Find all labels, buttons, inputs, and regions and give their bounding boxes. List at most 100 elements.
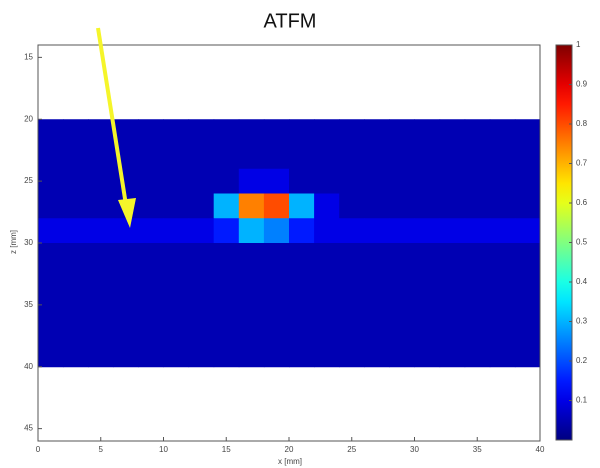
- heatmap-cell: [163, 292, 190, 318]
- heatmap-cell: [439, 317, 466, 343]
- heatmap-cell: [439, 144, 466, 170]
- heatmap-cell: [514, 243, 541, 269]
- heatmap-cell: [263, 119, 290, 145]
- axes: 0 5 10 15 20 25 30 35 40 15 20 25 30 35 40 45: [24, 44, 545, 454]
- heatmap-cell: [489, 193, 516, 219]
- heatmap-cell: [464, 144, 491, 170]
- x-tick-label: 10: [159, 445, 168, 454]
- heatmap-cell: [263, 317, 290, 343]
- heatmap-cell: [163, 243, 190, 269]
- heatmap-cell: [389, 144, 415, 170]
- heatmap-cell: [489, 243, 516, 269]
- heatmap-cell: [88, 119, 114, 145]
- heatmap-cell: [38, 193, 64, 219]
- heatmap-cell: [289, 317, 315, 343]
- heatmap-cell: [213, 292, 240, 318]
- heatmap-cell: [63, 292, 89, 318]
- heatmap-cell: [489, 218, 516, 244]
- heatmap-cell: [213, 168, 240, 194]
- heatmap-cell: [163, 193, 190, 219]
- heatmap-cell: [389, 218, 415, 244]
- heatmap-cell: [439, 119, 466, 145]
- heatmap-cell: [213, 144, 240, 170]
- heatmap-cell: [213, 267, 240, 293]
- x-axis-label: x [mm]: [278, 457, 302, 466]
- heatmap-cell: [188, 317, 215, 343]
- heatmap-cell: [88, 292, 114, 318]
- heatmap-cell: [38, 168, 64, 194]
- heatmap-cell: [339, 317, 365, 343]
- y-tick-label: 40: [24, 362, 33, 371]
- heatmap-cell: [38, 144, 64, 170]
- heatmap-cell: [163, 267, 190, 293]
- heatmap-cell: [364, 168, 390, 194]
- x-tick-label: 30: [410, 445, 419, 454]
- heatmap-cell: [489, 342, 516, 368]
- heatmap-cell: [464, 342, 491, 368]
- heatmap-cell: [464, 267, 491, 293]
- heatmap-cell: [314, 168, 340, 194]
- heatmap-cell: [213, 193, 240, 219]
- heatmap-cell: [289, 168, 315, 194]
- heatmap-cell: [339, 168, 365, 194]
- heatmap-cell: [389, 119, 415, 145]
- heatmap-cell: [314, 317, 340, 343]
- colorbar-tick-label: 0.6: [576, 198, 588, 207]
- heatmap-cell: [138, 243, 164, 269]
- heatmap-cell: [263, 218, 290, 244]
- heatmap-cell: [113, 342, 139, 368]
- heatmap-cell: [88, 317, 114, 343]
- heatmap-cell: [314, 267, 340, 293]
- heatmap-cell: [38, 342, 64, 368]
- heatmap-cell: [289, 218, 315, 244]
- heatmap-cell: [88, 144, 114, 170]
- heatmap-cell: [238, 168, 265, 194]
- heatmap-cell: [38, 243, 64, 269]
- heatmap-cell: [364, 193, 390, 219]
- heatmap-cell: [314, 342, 340, 368]
- heatmap-cell: [414, 317, 441, 343]
- heatmap: [38, 45, 541, 441]
- heatmap-cell: [88, 342, 114, 368]
- heatmap-cell: [63, 267, 89, 293]
- heatmap-cell: [489, 267, 516, 293]
- heatmap-cell: [88, 218, 114, 244]
- heatmap-cell: [364, 218, 390, 244]
- heatmap-cell: [238, 267, 265, 293]
- colorbar-tick-label: 0.3: [576, 317, 588, 326]
- x-tick-label: 25: [347, 445, 356, 454]
- colorbar-tick-label: 0.8: [576, 119, 588, 128]
- heatmap-cell: [88, 193, 114, 219]
- x-tick-label: 40: [536, 445, 545, 454]
- heatmap-cell: [289, 243, 315, 269]
- heatmap-cell: [339, 243, 365, 269]
- heatmap-cell: [113, 292, 139, 318]
- arrow-annotation: [96, 27, 136, 228]
- heatmap-cell: [489, 144, 516, 170]
- heatmap-cell: [163, 317, 190, 343]
- heatmap-cell: [439, 292, 466, 318]
- heatmap-cell: [464, 243, 491, 269]
- colorbar-tick-label: 1: [576, 40, 581, 49]
- heatmap-cell: [464, 193, 491, 219]
- heatmap-cell: [63, 193, 89, 219]
- heatmap-cell: [263, 168, 290, 194]
- heatmap-cell: [38, 218, 64, 244]
- heatmap-cell: [138, 267, 164, 293]
- heatmap-cell: [188, 342, 215, 368]
- heatmap-cell: [188, 193, 215, 219]
- arrow-head: [118, 198, 136, 228]
- heatmap-cell: [364, 119, 390, 145]
- heatmap-cell: [314, 193, 340, 219]
- heatmap-cell: [514, 168, 541, 194]
- heatmap-cell: [38, 119, 64, 145]
- heatmap-cell: [63, 144, 89, 170]
- heatmap-cell: [489, 292, 516, 318]
- heatmap-cell: [364, 317, 390, 343]
- heatmap-cell: [63, 317, 89, 343]
- heatmap-cell: [138, 168, 164, 194]
- heatmap-cell: [138, 119, 164, 145]
- heatmap-cell: [289, 193, 315, 219]
